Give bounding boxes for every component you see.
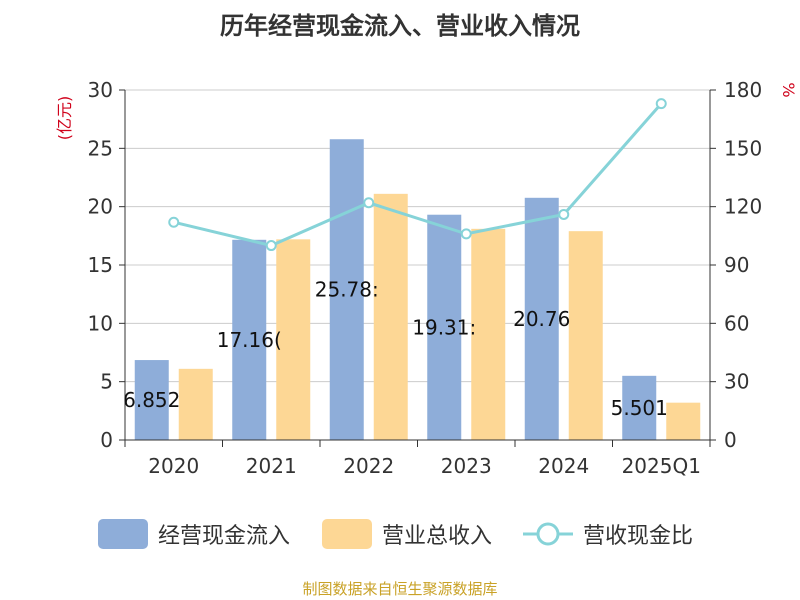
bar-revenue: [276, 239, 311, 440]
data-label-inflow: 17.16(: [217, 328, 282, 352]
y-right-tick-label: 180: [724, 78, 762, 102]
y-left-axis-label: (亿元): [55, 96, 74, 141]
y-left-tick-label: 25: [88, 136, 113, 160]
data-label-inflow: 20.76: [513, 307, 570, 331]
data-label-inflow: 25.78:: [315, 278, 379, 302]
legend-swatch-inflow: [98, 519, 148, 549]
x-tick-label: 2024: [538, 454, 589, 478]
y-left-tick-label: 30: [88, 78, 113, 102]
ratio-point: [558, 208, 570, 220]
y-right-tick-label: 30: [724, 370, 749, 394]
y-right-tick-label: 0: [724, 428, 737, 452]
legend-item-ratio[interactable]: 营收现金比: [523, 518, 693, 550]
x-tick-label: 2025Q1: [622, 454, 701, 478]
bar-revenue: [373, 193, 408, 440]
bar-revenue: [568, 231, 603, 440]
bar-revenue: [666, 402, 701, 440]
legend-swatch-ratio: [523, 522, 573, 546]
bar-inflow: [524, 197, 559, 440]
bar-inflow: [622, 375, 657, 440]
y-left-tick-label: 0: [100, 428, 113, 452]
y-left-tick-label: 20: [88, 195, 113, 219]
ratio-point: [168, 216, 180, 228]
data-labels: 6.852 17.16( 25.78: 19.31: 20.76 5.501: [123, 278, 668, 420]
x-tick-label: 2021: [246, 454, 297, 478]
legend-label-inflow: 经营现金流入: [158, 524, 291, 549]
source-note: 制图数据来自恒生聚源数据库: [302, 580, 498, 598]
bar-inflow: [329, 139, 364, 440]
bar-inflow: [232, 239, 267, 440]
bar-inflow: [427, 214, 462, 440]
data-label-inflow: 19.31:: [412, 315, 476, 339]
y-right-tick-label: 150: [724, 136, 762, 160]
ratio-point: [460, 228, 472, 240]
y-right-tick-label: 120: [724, 195, 762, 219]
legend-item-revenue[interactable]: 营业总收入: [322, 518, 492, 550]
ratio-point: [265, 240, 277, 252]
y-right-tick-label: 60: [724, 311, 749, 335]
axes: 0 0 5 30 10 60 15 90 20 120 25 150 30 180 (亿元)% 2020 202…: [55, 78, 798, 478]
y-right-axis-label: %: [779, 82, 798, 97]
y-right-tick-label: 90: [724, 253, 749, 277]
legend-label-revenue: 营业总收入: [382, 524, 493, 549]
grid-lines: [125, 89, 710, 383]
legend-label-ratio: 营收现金比: [583, 524, 694, 549]
y-left-tick-label: 15: [88, 253, 113, 277]
bars: [134, 139, 701, 440]
x-tick-label: 2022: [343, 454, 394, 478]
bar-revenue: [471, 228, 506, 440]
ratio-point: [363, 197, 375, 209]
bar-inflow: [134, 360, 169, 440]
ratio-line: [168, 98, 667, 252]
chart-title: 历年经营现金流入、营业收入情况: [220, 12, 580, 40]
x-tick-label: 2023: [441, 454, 492, 478]
x-tick-label: 2020: [148, 454, 199, 478]
legend-item-inflow[interactable]: 经营现金流入: [98, 518, 290, 550]
ratio-point: [655, 98, 667, 110]
legend-swatch-revenue: [322, 519, 372, 549]
y-left-tick-label: 10: [88, 311, 113, 335]
y-left-tick-label: 5: [100, 370, 113, 394]
ratio-line-path: [173, 102, 663, 248]
bar-revenue: [178, 368, 213, 440]
data-label-inflow: 6.852: [123, 388, 180, 412]
data-label-inflow: 5.501: [611, 396, 668, 420]
